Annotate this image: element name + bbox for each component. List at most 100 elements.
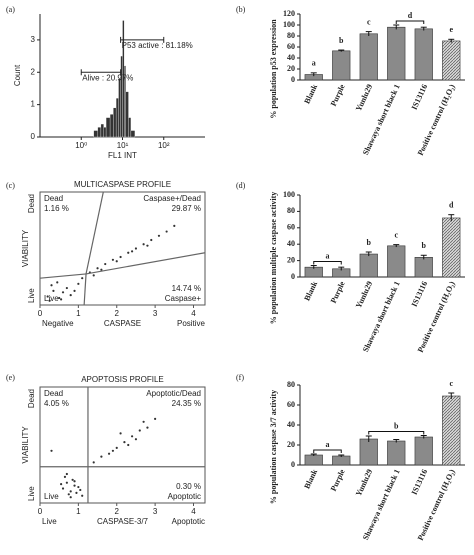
bar xyxy=(414,436,433,466)
panel-label: (d) xyxy=(236,181,246,190)
category-label: Blank xyxy=(302,467,319,490)
histogram-bar xyxy=(103,127,107,138)
point xyxy=(67,493,70,496)
point xyxy=(77,485,80,489)
x-tick-label: 2 xyxy=(115,309,120,318)
significance-letter: c xyxy=(449,379,453,388)
gate-line xyxy=(83,273,87,306)
significance-letter: a xyxy=(312,59,316,68)
bar xyxy=(442,395,461,466)
bar xyxy=(387,26,406,81)
x-tick-label: 2 xyxy=(115,507,120,516)
point xyxy=(60,483,63,486)
significance-letter: b xyxy=(422,241,427,250)
point xyxy=(100,268,103,271)
chart-title: MULTICASPASE PROFILE xyxy=(74,180,171,189)
bar xyxy=(387,440,406,466)
gate-line xyxy=(85,252,206,275)
significance-letter: a xyxy=(326,440,330,449)
histogram-bar xyxy=(113,107,117,138)
category-label: Yunlu29 xyxy=(354,83,374,113)
y-axis-label: % population multiple caspase activity xyxy=(269,192,278,324)
panel-label: (b) xyxy=(236,5,246,14)
point xyxy=(81,494,84,497)
point xyxy=(142,420,145,423)
point xyxy=(71,478,74,481)
quadrant-label: Live xyxy=(44,294,59,303)
quadrant-label: 0.30 % xyxy=(176,482,201,491)
x-axis-label: CASPASE xyxy=(104,319,141,328)
chart-title: APOPTOSIS PROFILE xyxy=(81,375,164,384)
y-tick-label: 0 xyxy=(291,75,295,84)
category-label: IS13116 xyxy=(410,83,430,111)
quadrant-label: Caspase+/Dead xyxy=(143,194,201,203)
x-tick-label: 0 xyxy=(38,507,43,516)
histogram-bar xyxy=(125,91,129,138)
x-end-label: Positive xyxy=(177,319,206,328)
y-end-label: Dead xyxy=(27,389,36,408)
point xyxy=(119,255,122,259)
x-tick-label: 4 xyxy=(191,309,196,318)
panel-label: (a) xyxy=(6,5,15,14)
point xyxy=(69,294,72,297)
y-tick-label: 80 xyxy=(287,380,295,389)
x-tick-label: 0 xyxy=(38,309,43,318)
quadrant-label: Dead xyxy=(44,389,63,398)
significance-bracket xyxy=(368,431,425,435)
y-end-label: Live xyxy=(27,486,36,501)
y-axis-label: Count xyxy=(13,64,22,86)
histogram-bar xyxy=(115,98,119,138)
point xyxy=(48,299,51,302)
point xyxy=(100,455,103,458)
point xyxy=(63,475,67,478)
histogram-bar xyxy=(118,78,121,138)
y-tick-label: 100 xyxy=(283,20,295,29)
x-tick-label: 10¹ xyxy=(117,141,129,150)
y-tick-label: 40 xyxy=(287,420,295,429)
point xyxy=(127,251,130,254)
point xyxy=(75,491,78,494)
point xyxy=(130,250,134,253)
point xyxy=(52,289,55,292)
significance-letter: b xyxy=(394,421,399,430)
y-tick-label: 0 xyxy=(31,132,36,141)
gate-line xyxy=(39,273,87,279)
point xyxy=(96,267,99,270)
quadrant-label: Live xyxy=(44,492,59,501)
bar xyxy=(442,40,461,81)
point xyxy=(61,291,65,294)
x-end-label: Apoptotic xyxy=(172,517,205,526)
point xyxy=(65,286,68,290)
bar xyxy=(332,50,351,81)
point xyxy=(81,277,84,280)
point xyxy=(73,289,76,292)
point xyxy=(50,449,53,452)
point xyxy=(65,472,68,476)
category-label: Yunlu29 xyxy=(354,468,374,498)
bar xyxy=(359,438,378,466)
y-tick-label: 80 xyxy=(287,206,295,215)
significance-letter: c xyxy=(367,17,371,26)
point xyxy=(104,262,107,266)
y-tick-label: 20 xyxy=(287,255,295,264)
quadrant-label: Apoptotic/Dead xyxy=(146,389,201,398)
histogram-bar xyxy=(130,130,136,138)
point xyxy=(79,488,82,492)
category-label: Blank xyxy=(302,279,319,302)
panel-label: (e) xyxy=(6,373,15,382)
significance-letter: e xyxy=(449,25,453,34)
point xyxy=(73,484,76,487)
point xyxy=(157,234,161,237)
y-tick-label: 60 xyxy=(287,400,295,409)
point xyxy=(130,435,134,438)
point xyxy=(73,480,76,483)
x-tick-label: 1 xyxy=(76,309,81,318)
y-tick-label: 2 xyxy=(31,67,36,76)
point xyxy=(134,438,138,441)
point xyxy=(115,260,118,263)
gate-line xyxy=(85,191,104,275)
significance-letter: a xyxy=(326,251,330,260)
x-axis-label: FL1 INT xyxy=(108,151,137,160)
